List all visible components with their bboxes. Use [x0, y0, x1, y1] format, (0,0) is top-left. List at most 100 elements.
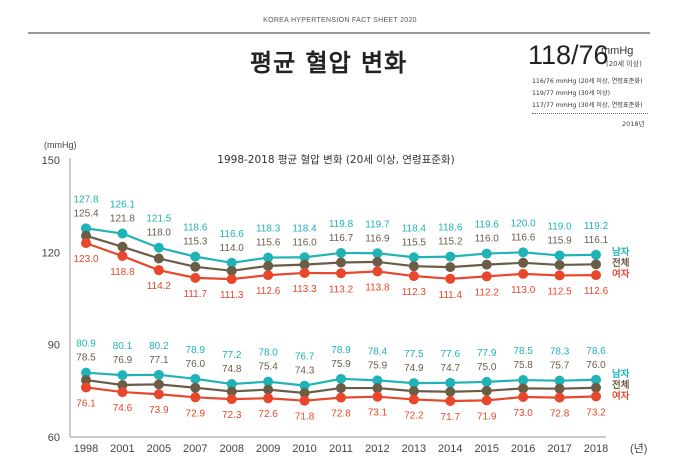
data-label-systolic-female: 112.3 [402, 287, 427, 298]
data-label-diastolic-female: 76.1 [76, 398, 96, 409]
x-tick-label: 2014 [438, 443, 462, 455]
data-label-diastolic-male: 76.7 [295, 352, 315, 363]
data-label-diastolic-total: 75.9 [368, 360, 388, 371]
x-tick-label: 2011 [329, 443, 353, 455]
data-point-diastolic-female [445, 395, 456, 406]
data-label-diastolic-female: 74.6 [113, 403, 133, 414]
data-label-systolic-male: 119.8 [329, 219, 354, 230]
data-point-diastolic-male [81, 367, 91, 378]
data-point-diastolic-female [336, 392, 346, 403]
data-label-systolic-male: 119.7 [365, 219, 390, 230]
data-point-systolic-male [408, 252, 419, 263]
data-label-diastolic-total: 76.9 [113, 355, 133, 366]
data-point-systolic-female [153, 265, 164, 276]
data-label-systolic-total: 116.6 [511, 232, 536, 243]
data-point-systolic-female [481, 271, 492, 282]
data-label-systolic-female: 113.8 [365, 282, 390, 293]
data-point-systolic-female [226, 274, 237, 285]
data-label-systolic-female: 113.0 [511, 285, 536, 296]
data-label-systolic-total: 116.0 [475, 234, 500, 245]
y-axis-label: (mmHg) [44, 140, 77, 150]
data-point-systolic-male [153, 242, 164, 253]
data-point-systolic-female [263, 270, 274, 281]
data-label-diastolic-total: 75.8 [513, 360, 533, 371]
data-label-diastolic-total: 76.0 [186, 359, 206, 370]
data-point-diastolic-total [81, 375, 91, 386]
data-point-systolic-female [81, 238, 91, 249]
data-point-diastolic-total [481, 385, 492, 396]
data-point-diastolic-male [372, 375, 383, 386]
data-label-systolic-male: 126.1 [110, 200, 135, 211]
x-tick-label: 2001 [110, 443, 134, 455]
data-label-systolic-male: 118.6 [183, 223, 208, 234]
data-label-diastolic-total: 74.3 [295, 366, 315, 377]
legend-systolic-total: 전체 [612, 257, 629, 269]
data-label-diastolic-total: 78.5 [76, 353, 96, 364]
data-point-systolic-male [481, 248, 492, 259]
x-tick-label: 2015 [474, 443, 498, 455]
data-point-systolic-female [408, 271, 419, 282]
data-label-systolic-female: 114.2 [147, 281, 172, 292]
data-point-diastolic-total [554, 383, 565, 394]
data-point-diastolic-female [372, 391, 383, 402]
data-label-diastolic-male: 78.0 [258, 348, 278, 359]
data-point-systolic-total [481, 259, 492, 270]
data-label-systolic-male: 120.0 [511, 218, 536, 229]
data-point-systolic-total [190, 261, 201, 272]
x-tick-label: 2012 [365, 443, 389, 455]
legend-diastolic-female: 여자 [612, 390, 630, 402]
data-label-diastolic-total: 75.0 [477, 362, 497, 373]
data-label-systolic-female: 113.2 [329, 284, 354, 295]
data-point-systolic-total [336, 257, 346, 268]
data-point-diastolic-female [263, 393, 274, 404]
data-label-systolic-total: 115.3 [183, 237, 208, 248]
data-point-diastolic-male [408, 378, 419, 389]
data-label-systolic-female: 118.8 [110, 267, 135, 278]
data-label-systolic-female: 111.3 [220, 290, 244, 301]
data-point-systolic-male [372, 248, 383, 259]
data-point-diastolic-female [226, 394, 237, 405]
data-point-diastolic-female [299, 395, 310, 406]
data-point-diastolic-male [518, 375, 529, 386]
data-point-systolic-total [263, 260, 274, 271]
data-label-systolic-total: 116.9 [365, 233, 390, 244]
data-label-systolic-male: 119.0 [547, 221, 572, 232]
data-point-diastolic-male [117, 370, 128, 381]
x-tick-label: 2013 [402, 443, 426, 455]
summary-main-sub: (20세 이상) [606, 60, 642, 68]
data-label-systolic-male: 118.3 [256, 224, 281, 235]
data-point-systolic-total [299, 259, 310, 270]
y-tick-label: 120 [42, 247, 60, 259]
data-label-systolic-female: 113.3 [292, 284, 317, 295]
data-point-diastolic-total [117, 379, 128, 390]
data-point-diastolic-total [408, 386, 419, 397]
data-point-diastolic-female [481, 395, 492, 406]
data-label-diastolic-female: 71.9 [477, 411, 497, 422]
data-point-diastolic-male [190, 373, 201, 384]
data-label-systolic-total: 114.0 [220, 243, 245, 254]
x-tick-label: 2016 [511, 443, 535, 455]
data-point-systolic-female [372, 266, 383, 277]
data-label-diastolic-male: 80.2 [149, 341, 169, 352]
data-label-diastolic-male: 80.1 [113, 341, 133, 352]
data-point-systolic-total [408, 261, 419, 272]
data-label-diastolic-total: 75.4 [258, 362, 278, 373]
data-label-diastolic-total: 74.8 [222, 364, 242, 375]
data-point-systolic-total [153, 253, 164, 264]
chart-title: 1998-2018 평균 혈압 변화 (20세 이상, 연령표준화) [217, 153, 454, 166]
legend-systolic-male: 남자 [612, 246, 630, 258]
data-label-diastolic-male: 78.9 [186, 345, 206, 356]
data-label-diastolic-male: 78.3 [550, 347, 570, 358]
data-point-diastolic-male [226, 379, 237, 390]
data-point-systolic-total [445, 262, 456, 273]
data-label-systolic-total: 116.0 [292, 237, 317, 248]
legend-diastolic-male: 남자 [612, 368, 630, 380]
data-point-systolic-male [591, 249, 601, 260]
data-label-systolic-male: 118.4 [402, 223, 427, 234]
data-point-diastolic-female [190, 392, 201, 403]
data-point-diastolic-male [336, 373, 346, 384]
data-point-diastolic-female [591, 391, 601, 402]
data-point-systolic-total [518, 257, 529, 268]
y-tick-label: 150 [42, 155, 60, 167]
data-label-diastolic-total: 75.7 [550, 361, 570, 372]
